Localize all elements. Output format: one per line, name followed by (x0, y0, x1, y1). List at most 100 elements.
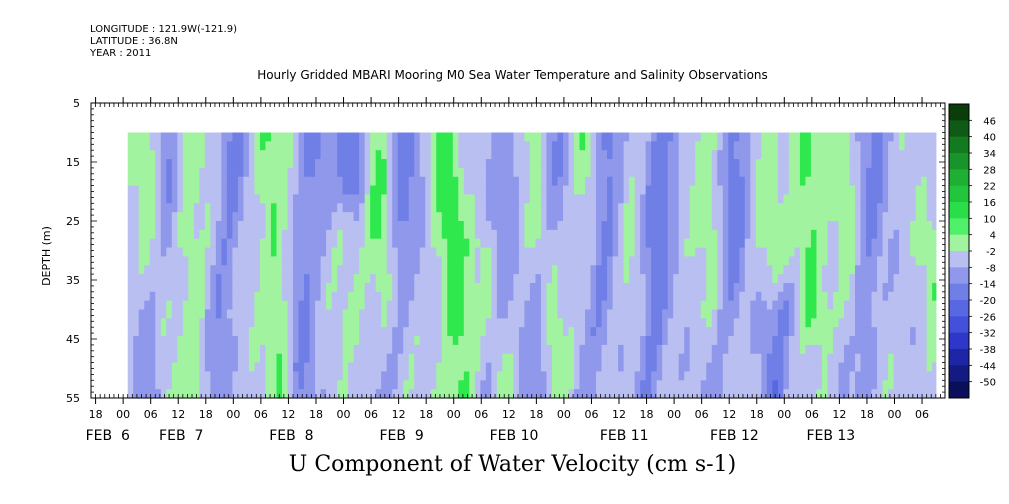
heatmap-cell (469, 194, 476, 204)
heatmap-cell (348, 159, 355, 169)
heatmap-cell (160, 159, 167, 169)
heatmap-cell (348, 371, 355, 381)
heatmap-cell (805, 221, 812, 231)
heatmap-cell (524, 353, 531, 364)
heatmap-cell (855, 274, 862, 284)
heatmap-cell (199, 194, 206, 204)
heatmap-cell (221, 353, 228, 364)
heatmap-cell (215, 327, 222, 337)
heatmap-cell (866, 318, 873, 328)
heatmap-cell (838, 212, 845, 222)
heatmap-cell (810, 159, 818, 169)
heatmap-cell (144, 344, 151, 355)
heatmap-cell (215, 159, 222, 169)
heatmap-cell (171, 300, 178, 311)
heatmap-cell (821, 132, 829, 142)
heatmap-cell (568, 300, 575, 311)
heatmap-cell (590, 141, 597, 151)
heatmap-cell (882, 221, 889, 231)
heatmap-cell (529, 300, 537, 311)
heatmap-cell (877, 132, 884, 142)
heatmap-cell (293, 362, 300, 373)
heatmap-cell (359, 185, 366, 196)
heatmap-cell (304, 380, 311, 390)
heatmap-cell (293, 256, 300, 266)
heatmap-cell (904, 159, 911, 169)
heatmap-cell (474, 247, 481, 257)
heatmap-cell (866, 203, 873, 213)
heatmap-cell (662, 362, 669, 373)
heatmap-cell (739, 309, 746, 319)
heatmap-cell (678, 300, 685, 311)
heatmap-cell (888, 344, 895, 355)
heatmap-cell (590, 203, 597, 213)
heatmap-cell (298, 318, 305, 328)
heatmap-cell (777, 247, 784, 257)
heatmap-cell (574, 389, 581, 399)
heatmap-cell (535, 176, 542, 187)
heatmap-cell (199, 212, 206, 222)
heatmap-cell (342, 212, 349, 222)
heatmap-cell (193, 265, 200, 275)
heatmap-cell (430, 362, 437, 373)
heatmap-cell (788, 291, 795, 302)
heatmap-cell (392, 185, 399, 196)
heatmap-cell (309, 371, 316, 381)
heatmap-cell (441, 229, 448, 240)
heatmap-cell (777, 327, 784, 337)
heatmap-cell (744, 291, 751, 302)
heatmap-cell (248, 159, 256, 169)
heatmap-cell (188, 167, 195, 178)
heatmap-cell (199, 238, 206, 249)
heatmap-cell (496, 353, 503, 364)
heatmap-cell (551, 327, 559, 337)
heatmap-cell (640, 353, 647, 364)
heatmap-cell (386, 159, 393, 169)
heatmap-cell (700, 282, 707, 293)
heatmap-cell (607, 274, 614, 284)
heatmap-cell (447, 221, 454, 231)
heatmap-cell (799, 291, 807, 302)
heatmap-cell (744, 167, 751, 178)
heatmap-cell (755, 167, 762, 178)
heatmap-cell (695, 221, 702, 231)
heatmap-cell (326, 362, 333, 373)
heatmap-cell (149, 176, 156, 187)
heatmap-cell (182, 318, 189, 328)
heatmap-cell (502, 212, 509, 222)
heatmap-cell (436, 141, 443, 151)
heatmap-cell (788, 327, 795, 337)
heatmap-cell (794, 185, 801, 196)
heatmap-cell (337, 141, 344, 151)
heatmap-cell (932, 353, 937, 364)
heatmap-cell (138, 203, 145, 213)
heatmap-cell (315, 353, 322, 364)
heatmap-cell (684, 353, 691, 364)
heatmap-cell (772, 212, 779, 222)
heatmap-cell (673, 212, 680, 222)
heatmap-cell (425, 247, 432, 257)
heatmap-cell (447, 336, 454, 346)
heatmap-cell (524, 265, 531, 275)
heatmap-cell (739, 389, 746, 399)
heatmap-cell (458, 229, 465, 240)
heatmap-cell (304, 203, 311, 213)
heatmap-cell (458, 194, 465, 204)
heatmap-cell (689, 300, 696, 311)
heatmap-cell (755, 132, 762, 142)
heatmap-cell (783, 327, 790, 337)
heatmap-cell (524, 300, 531, 311)
heatmap-cell (193, 167, 200, 178)
heatmap-cell (513, 318, 520, 328)
heatmap-cell (794, 203, 801, 213)
heatmap-cell (353, 221, 360, 231)
heatmap-cell (866, 300, 873, 311)
heatmap-cell (348, 344, 355, 355)
heatmap-cell (667, 159, 674, 169)
heatmap-cell (678, 389, 685, 399)
heatmap-cell (309, 256, 316, 266)
heatmap-cell (832, 247, 840, 257)
heatmap-cell (469, 238, 476, 249)
heatmap-cell (849, 221, 856, 231)
heatmap-cell (458, 362, 465, 373)
